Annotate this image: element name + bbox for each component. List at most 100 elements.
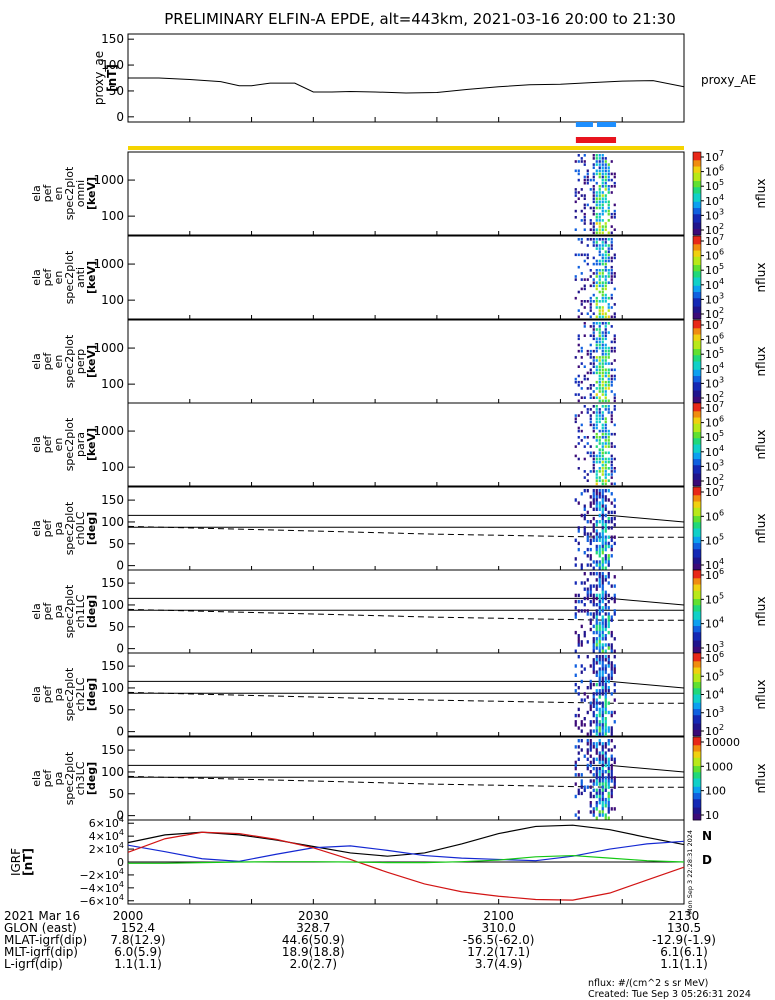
spec-pixel (589, 356, 592, 359)
spec-pixel (589, 587, 592, 591)
spec-pixel (610, 726, 613, 730)
spec-pixel (592, 630, 595, 635)
spec-pixel (586, 748, 589, 752)
spec-pixel (604, 417, 607, 420)
colorbar-cell (693, 267, 701, 270)
nflux-units-note: nflux: #/(cm^2 s sr MeV) (588, 978, 708, 989)
spec-pixel (607, 368, 610, 372)
spec-pixel (601, 593, 604, 598)
spec-pixel (595, 423, 598, 427)
spec-pixel (607, 296, 610, 300)
spec-pixel (601, 284, 604, 288)
spec-pixel (607, 259, 610, 263)
spec-pixel (598, 436, 601, 439)
spec-pixel (613, 405, 616, 408)
spec-pixel (604, 423, 607, 427)
spec-pixel (592, 529, 595, 533)
spec-pixel (580, 739, 583, 743)
spec-pixel (583, 228, 586, 231)
spec-pixel (595, 572, 598, 576)
colorbar-cell (693, 176, 701, 180)
spec-pixel (592, 782, 595, 786)
spec-pixel (592, 720, 595, 724)
spec-pixel (607, 554, 610, 558)
spec-pixel (595, 655, 598, 659)
colorbar-tick-label: 104 (705, 616, 724, 631)
spec-pixel (607, 331, 610, 334)
spec-pixel (607, 679, 610, 684)
spec-pixel (613, 807, 616, 811)
spec-pixel (598, 495, 601, 499)
colorbar-cell (693, 201, 701, 205)
spec-pixel (583, 603, 586, 607)
spec-pixel (601, 637, 604, 641)
spec-pixel (610, 238, 613, 241)
spec-ytick-label: 100 (101, 209, 124, 223)
spec-panel-ch2LC: 150100500elapefpaspec2plotch2LC[deg]1061… (30, 650, 768, 739)
spec-pixel (610, 473, 613, 476)
spec-pixel (595, 637, 598, 641)
spec-pixel (580, 188, 583, 191)
spec-ylabel-line: pef (41, 184, 54, 203)
igrf-ytick-label: 6×104 (89, 815, 124, 830)
spec-pixel (586, 535, 589, 539)
spec-pixel (589, 206, 592, 210)
footer-cell: 1.1(1.1) (660, 957, 708, 971)
spec-pixel (592, 293, 595, 297)
igrf-ytick-label: −2×104 (79, 867, 124, 882)
spec-pixel (607, 618, 610, 622)
spec-pixel (610, 281, 613, 284)
spec-pixel (595, 371, 598, 375)
spec-pixel (592, 359, 595, 362)
spec-pixel (604, 679, 607, 684)
colorbar-cell (693, 715, 701, 718)
colorbar-cell (693, 763, 701, 767)
spec-pixel (604, 557, 607, 561)
spec-pixel (595, 163, 598, 166)
colorbar-cell (693, 419, 701, 423)
spec-pixel (613, 172, 616, 176)
spec-pixel (589, 541, 592, 546)
spec-pixel (592, 163, 595, 166)
spec-pixel (604, 507, 607, 511)
spec-pixel (601, 154, 604, 157)
spec-pixel (586, 172, 589, 176)
spec-pixel (595, 720, 598, 724)
colorbar-cell (693, 314, 701, 318)
spec-pixel (601, 448, 604, 451)
spec-pixel (610, 216, 613, 219)
spec-pixel (595, 365, 598, 368)
spec-pixel (598, 476, 601, 479)
spec-pixel (601, 212, 604, 216)
spec-pixel (598, 460, 601, 464)
spec-pixel (598, 723, 601, 727)
spec-pixel (574, 188, 577, 191)
spec-ylabel-line: pa (52, 522, 65, 536)
spec-pixel (589, 219, 592, 222)
colorbar-cell (693, 572, 701, 575)
colorbar-cell (693, 790, 701, 794)
spec-pixel (595, 281, 598, 284)
spec-pixel (607, 516, 610, 521)
spec-pixel (598, 259, 601, 263)
spec-pixel (610, 278, 613, 281)
colorbar-cell (693, 817, 701, 821)
spec-pixel (604, 380, 607, 384)
colorbar-cell (693, 236, 701, 239)
colorbar-cell (693, 617, 701, 621)
spec-pixel (604, 228, 607, 231)
spec-ylabel-line: [deg] (85, 678, 98, 711)
spec-pixel (577, 238, 580, 241)
spec-pixel (607, 807, 610, 811)
spec-pixel (574, 682, 577, 687)
spec-pixel (601, 390, 604, 393)
colorbar-cell (693, 675, 701, 679)
spec-pixel (604, 726, 607, 730)
spec-pixel (610, 432, 613, 436)
colorbar-cell (693, 733, 701, 737)
spec-pixel (589, 393, 592, 396)
spec-pixel (598, 779, 601, 783)
spec-pixel (598, 739, 601, 743)
spec-pixel (598, 581, 601, 585)
spec-pixel (595, 507, 598, 511)
